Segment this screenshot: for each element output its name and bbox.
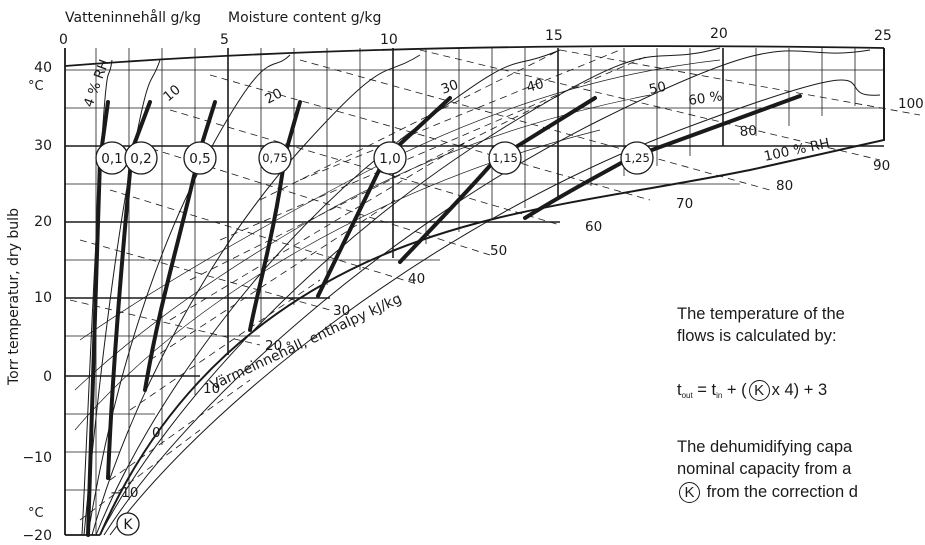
- k-markers: 0,1 0,2 0,5 0,75 1,0 1,15 1,25: [95, 141, 654, 175]
- left-axis-label: Torr temperatur, dry bulb: [6, 208, 22, 386]
- formula-in: in: [716, 390, 723, 400]
- svg-text:K: K: [123, 517, 133, 533]
- edge-label: 100: [898, 96, 924, 112]
- edge-label: 20: [265, 338, 282, 354]
- rh-label: 30: [439, 77, 461, 98]
- k-curve-0-75: [248, 100, 302, 332]
- edge-label: 50: [490, 243, 507, 259]
- svg-text:0,75: 0,75: [262, 151, 288, 165]
- note-line-5-text: from the correction d: [706, 482, 858, 501]
- k-marker-1-15: 1,15: [488, 141, 522, 175]
- svg-text:1,25: 1,25: [624, 151, 650, 165]
- note-line-5: K from the correction d: [677, 482, 858, 503]
- edge-label: 10: [203, 381, 220, 397]
- rh-label: 10: [160, 82, 183, 105]
- k-marker-0-1: 0,1: [95, 141, 129, 175]
- left-tick: 30: [34, 138, 52, 154]
- note-line-1: The temperature of the: [677, 305, 845, 323]
- svg-text:1,15: 1,15: [492, 151, 518, 165]
- edge-label: 80: [776, 178, 793, 194]
- svg-text:1,0: 1,0: [379, 151, 400, 167]
- formula-eq: = t: [692, 380, 717, 399]
- edge-label: 30: [333, 303, 350, 319]
- edge-label: 90: [873, 158, 890, 174]
- enthalpy-lines: [69, 49, 921, 521]
- edge-label: 70: [676, 196, 693, 212]
- left-tick: 20: [34, 214, 52, 230]
- rh-label: 60 %: [687, 88, 723, 109]
- left-tick: −20: [22, 528, 52, 544]
- k-marker-0-5: 0,5: [183, 141, 217, 175]
- svg-text:0,5: 0,5: [189, 151, 210, 167]
- top-axis-ticks: 0 5 10 15 20 25: [59, 26, 892, 48]
- rh-label: 20: [262, 85, 285, 107]
- top-tick: 10: [380, 32, 398, 48]
- k-symbol-inline: K: [679, 482, 700, 503]
- k-marker-0-75: 0,75: [258, 141, 292, 175]
- chart-frame: [64, 45, 885, 536]
- edge-label: 0: [152, 425, 161, 441]
- top-axis-title-sv: Vatteninnehåll g/kg: [65, 9, 201, 26]
- k-curve-1-0: [316, 96, 452, 298]
- k-curve-0-2: [106, 100, 152, 480]
- k-curve-0-1: [86, 100, 110, 537]
- note-line-3: The dehumidifying capa: [677, 438, 853, 456]
- top-tick: 20: [710, 26, 728, 42]
- svg-text:0,2: 0,2: [130, 151, 151, 167]
- rh-label: 50: [648, 79, 668, 98]
- formula-end: x 4) + 3: [771, 380, 828, 399]
- edge-labels: 100 90 80 70 60 50 40 30 20 10 0 −10: [110, 96, 924, 501]
- k-symbol: K: [116, 512, 140, 536]
- top-tick: 15: [545, 28, 563, 44]
- svg-text:0,1: 0,1: [101, 151, 122, 167]
- note-line-2: flows is calculated by:: [677, 327, 837, 345]
- edge-label: 60: [585, 219, 602, 235]
- top-tick: 25: [874, 28, 892, 44]
- left-tick: 40: [34, 60, 52, 76]
- k-marker-1-25: 1,25: [620, 141, 654, 175]
- wet-bulb-lines: [74, 59, 721, 431]
- saturation-curve: [99, 48, 885, 536]
- note-line-4: nominal capacity from a: [677, 460, 852, 478]
- rh-label: 40: [525, 76, 546, 96]
- k-symbol-inline: K: [748, 380, 770, 401]
- edge-label: −10: [110, 485, 139, 501]
- left-unit-bottom: °C: [28, 506, 44, 521]
- top-axis-title-en: Moisture content g/kg: [228, 10, 381, 26]
- k-marker-0-2: 0,2: [124, 141, 158, 175]
- enthalpy-label: Värmeinnehåll, enthalpy kJ/kg: [208, 290, 405, 394]
- formula-mid: + (: [722, 380, 747, 399]
- top-tick: 0: [59, 32, 68, 48]
- left-tick: 0: [43, 369, 52, 385]
- left-tick: 10: [34, 290, 52, 306]
- edge-label: 40: [408, 271, 425, 287]
- left-tick: −10: [22, 450, 52, 466]
- rh-label: 80: [739, 123, 757, 140]
- formula-out: out: [681, 390, 693, 400]
- left-axis-ticks: 40 30 20 10 0 −10 −20: [22, 60, 52, 544]
- k-marker-1-0: 1,0: [373, 141, 407, 175]
- top-tick: 5: [220, 32, 229, 48]
- left-unit-top: °C: [28, 79, 44, 94]
- formula-t: t: [677, 380, 682, 399]
